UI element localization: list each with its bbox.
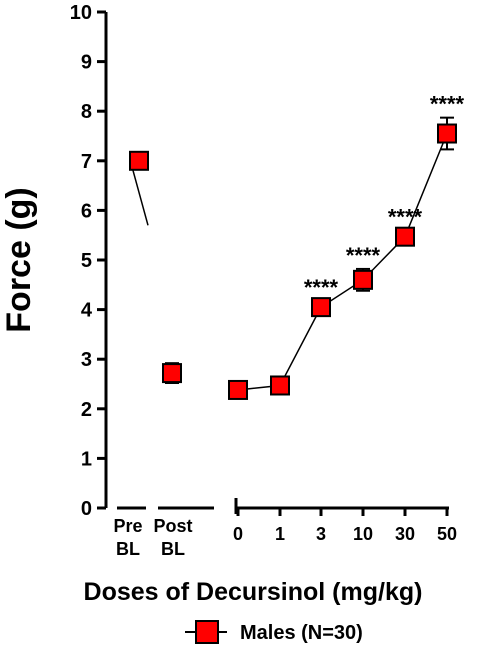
data-point xyxy=(353,269,373,290)
baseline-connector xyxy=(131,166,149,226)
significance-label: **** xyxy=(304,275,339,300)
significance-label: **** xyxy=(346,243,381,268)
x-dose-label: 10 xyxy=(353,524,373,544)
y-tick-label: 1 xyxy=(81,448,92,470)
x-dose-label: 50 xyxy=(437,524,457,544)
x-category-label: Pre xyxy=(113,516,142,536)
x-dose-label: 0 xyxy=(233,524,243,544)
x-dose-label: 3 xyxy=(316,524,326,544)
x-dose-label: 1 xyxy=(275,524,285,544)
y-tick-label: 9 xyxy=(81,52,92,74)
series-line xyxy=(237,133,448,391)
y-tick-label: 2 xyxy=(81,399,92,421)
y-tick-label: 6 xyxy=(81,200,92,222)
significance-label: **** xyxy=(430,92,465,117)
data-point xyxy=(270,375,290,396)
y-tick-label: 3 xyxy=(81,349,92,371)
data-point xyxy=(228,379,248,400)
baseline-point xyxy=(162,363,182,384)
data-point xyxy=(311,297,331,318)
x-category-label: BL xyxy=(161,539,185,559)
x-dose-label: 30 xyxy=(395,524,415,544)
data-point xyxy=(395,226,415,247)
significance-label: **** xyxy=(388,205,423,230)
legend: Males (N=30) xyxy=(185,620,363,644)
legend-marker xyxy=(195,620,219,644)
x-category-label: Post xyxy=(153,516,192,536)
y-tick-label: 10 xyxy=(70,2,92,24)
legend-label: Males (N=30) xyxy=(240,622,363,644)
y-tick-label: 5 xyxy=(81,250,92,272)
x-axis-title: Doses of Decursinol (mg/kg) xyxy=(84,578,423,606)
y-tick-label: 4 xyxy=(81,300,93,322)
y-axis-title: Force (g) xyxy=(0,187,38,332)
data-marks: **** **** **** **** xyxy=(129,92,465,400)
data-point xyxy=(437,123,457,144)
y-tick-label: 8 xyxy=(81,101,92,123)
y-tick-label: 0 xyxy=(81,498,92,520)
baseline-point xyxy=(129,150,149,171)
y-tick-label: 7 xyxy=(81,151,92,173)
axes: 0 1 2 3 4 5 6 7 8 9 10 Pre BL Post BL 0 1 3 10 30 50 xyxy=(70,2,457,559)
x-category-label: BL xyxy=(116,539,140,559)
